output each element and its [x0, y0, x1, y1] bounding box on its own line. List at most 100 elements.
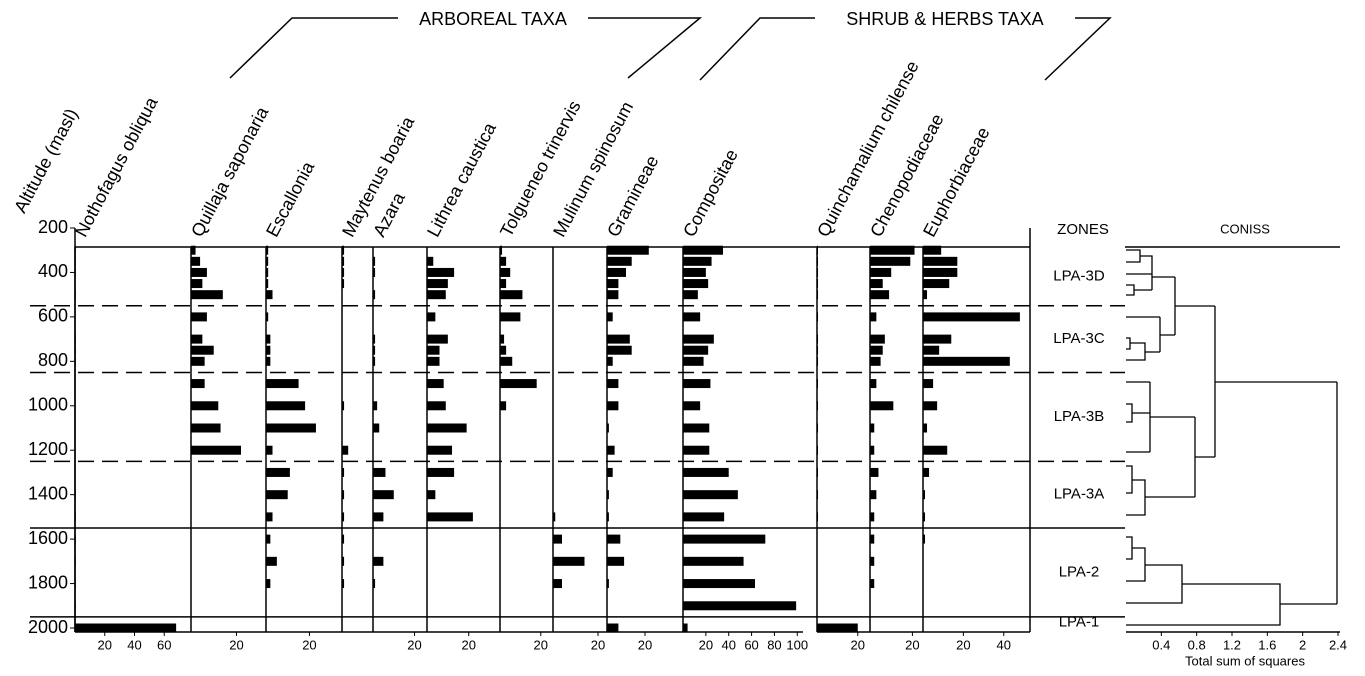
zone-label: LPA-3D [1053, 267, 1105, 284]
bar [607, 256, 632, 266]
bar [683, 334, 714, 344]
bar [817, 334, 819, 344]
bar [75, 345, 76, 355]
bar [870, 534, 875, 544]
bar [923, 290, 928, 300]
bar [75, 623, 177, 633]
bar [870, 345, 883, 355]
bar [342, 267, 345, 277]
bar [607, 345, 632, 355]
bar [266, 279, 269, 289]
bar [817, 256, 819, 266]
bar [817, 279, 819, 289]
bar [607, 279, 619, 289]
zones-title: ZONES [1057, 221, 1109, 238]
bar [75, 579, 76, 589]
bar [427, 256, 434, 266]
bar [427, 279, 448, 289]
bar [870, 245, 915, 255]
x-tick-label: 20 [407, 637, 421, 652]
bar [553, 556, 585, 566]
bar [191, 290, 223, 300]
bar [75, 245, 76, 255]
y-tick-label: 1000 [28, 395, 68, 415]
bar [500, 245, 503, 255]
bar [427, 334, 448, 344]
bar [870, 256, 911, 266]
x-tick-label: 20 [638, 637, 652, 652]
bar [923, 534, 926, 544]
group-label: ARBOREAL TAXA [419, 9, 567, 29]
y-tick-label: 2000 [28, 617, 68, 637]
bar [373, 334, 376, 344]
bar [683, 312, 701, 322]
bar [923, 445, 948, 455]
bar [817, 490, 819, 500]
bar [683, 601, 797, 611]
bar [373, 401, 378, 411]
bar [342, 401, 345, 411]
x-tick-label: 20 [229, 637, 243, 652]
taxon-name: Quinchamalium chilense [813, 58, 923, 241]
bar [427, 445, 453, 455]
bar [870, 512, 875, 522]
bar [607, 379, 619, 389]
y-tick-label: 800 [38, 350, 68, 370]
bar [923, 256, 958, 266]
bar [683, 467, 729, 477]
bar [191, 445, 241, 455]
bar [683, 623, 688, 633]
group-bracket [699, 17, 1112, 81]
bar [870, 267, 892, 277]
bar [373, 512, 384, 522]
bar [607, 445, 615, 455]
y-tick-label: 1400 [28, 483, 68, 503]
bar [553, 512, 556, 522]
x-tick-label: 20 [461, 637, 475, 652]
zone-label: LPA-3B [1054, 408, 1105, 425]
bar [266, 579, 271, 589]
bar [342, 467, 345, 477]
bar [923, 334, 952, 344]
bar [266, 345, 271, 355]
bar [683, 579, 755, 589]
bar [266, 256, 269, 266]
bar [870, 356, 881, 366]
taxon-name: Compositae [679, 146, 742, 240]
bar [500, 312, 521, 322]
bar [870, 423, 875, 433]
bar [607, 401, 619, 411]
bar [191, 334, 203, 344]
bar [607, 312, 613, 322]
bar [342, 556, 345, 566]
bar [870, 279, 883, 289]
bar [191, 256, 201, 266]
bar [607, 267, 626, 277]
bar [923, 423, 928, 433]
x-tick-label: 80 [767, 637, 781, 652]
bar [191, 267, 207, 277]
bar [923, 490, 926, 500]
bar [373, 467, 386, 477]
bar [817, 267, 819, 277]
bar [427, 312, 436, 322]
bar [75, 534, 76, 544]
bar [191, 401, 219, 411]
bar [191, 312, 207, 322]
bar [191, 356, 205, 366]
bar [870, 579, 875, 589]
bar [75, 267, 76, 277]
x-tick-label: 20 [98, 637, 112, 652]
bar [923, 267, 958, 277]
bar [373, 345, 376, 355]
bar [266, 556, 277, 566]
bar [266, 534, 271, 544]
x-tick-label: 20 [905, 637, 919, 652]
y-tick-label: 1800 [28, 572, 68, 592]
bar [923, 245, 942, 255]
bar [500, 379, 537, 389]
bar [266, 445, 273, 455]
bar [817, 423, 819, 433]
bar [683, 290, 698, 300]
bar [683, 512, 725, 522]
